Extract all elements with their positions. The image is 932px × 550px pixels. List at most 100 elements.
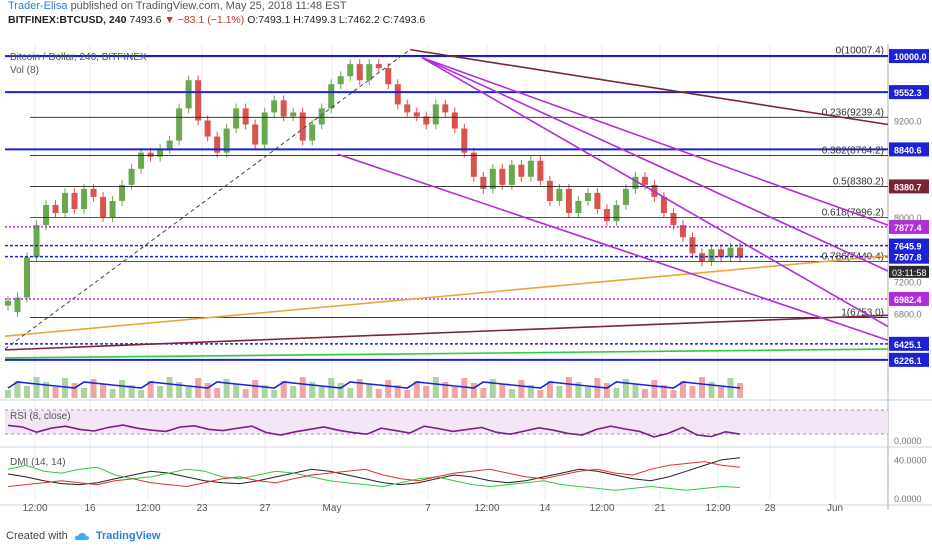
candle-body bbox=[413, 112, 420, 117]
candle-body bbox=[537, 160, 544, 181]
volume-bar bbox=[470, 383, 477, 398]
level-price-label: 7507.8 bbox=[894, 253, 922, 263]
time-tick-label: Jun bbox=[827, 503, 843, 514]
candle-body bbox=[195, 80, 202, 121]
volume-bar bbox=[737, 383, 743, 398]
volume-bar bbox=[318, 387, 325, 398]
candle-body bbox=[385, 68, 392, 85]
candle-body bbox=[556, 188, 563, 201]
candle-body bbox=[81, 188, 88, 210]
candle-body bbox=[52, 204, 59, 214]
candle-body bbox=[432, 104, 439, 125]
created-with-text: Created with bbox=[6, 530, 68, 542]
volume-bar bbox=[394, 385, 401, 398]
symbol-name: BITFINEX:BTCUSD, 240 bbox=[8, 14, 127, 26]
level-price-tag bbox=[889, 219, 929, 234]
author-link[interactable]: Trader-Elisa bbox=[8, 0, 68, 12]
candle-body bbox=[328, 84, 335, 109]
candle-body bbox=[394, 84, 401, 105]
candle-body bbox=[347, 64, 354, 77]
time-tick-label: 12:00 bbox=[474, 503, 499, 514]
volume-bar bbox=[176, 382, 183, 398]
volume-bar bbox=[556, 386, 563, 398]
time-tick-label: 14 bbox=[539, 503, 551, 514]
volume-bar bbox=[356, 379, 363, 398]
candle-body bbox=[660, 196, 667, 214]
candle-body bbox=[5, 300, 11, 306]
volume-bar bbox=[385, 380, 392, 398]
candle-body bbox=[622, 188, 629, 205]
ohlc-values: O:7493.1 H:7499.3 L:7462.2 C:7493.6 bbox=[247, 14, 426, 26]
level-price-label: 6982.4 bbox=[894, 295, 922, 305]
candle-body bbox=[670, 213, 677, 226]
time-tick-label: 21 bbox=[654, 503, 666, 514]
candle-body bbox=[584, 192, 591, 201]
volume-bar bbox=[575, 382, 582, 398]
level-price-label: 6226.1 bbox=[894, 356, 922, 366]
volume-bar bbox=[613, 388, 620, 398]
last-price: 7493.6 bbox=[129, 14, 162, 26]
candle-body bbox=[128, 168, 135, 185]
candle-body bbox=[138, 152, 145, 169]
level-price-tag bbox=[889, 336, 929, 351]
volume-bar bbox=[670, 390, 677, 398]
rsi-tick-label: 0.0000 bbox=[894, 436, 922, 446]
candle-body bbox=[33, 225, 40, 258]
level-price-tag bbox=[889, 85, 929, 100]
volume-bar bbox=[14, 381, 21, 398]
tradingview-brand[interactable]: TradingView bbox=[95, 530, 161, 542]
price-tick-label: 6800.0 bbox=[894, 310, 922, 320]
fib-label: 0.236(9239.4) bbox=[822, 107, 884, 118]
time-tick-label: 27 bbox=[259, 503, 271, 514]
volume-bar bbox=[71, 383, 78, 398]
dmi-plus-line bbox=[7, 464, 741, 491]
candle-body bbox=[157, 148, 164, 157]
time-tick-label: 16 bbox=[84, 503, 96, 514]
candle-body bbox=[290, 112, 297, 117]
candle-body bbox=[280, 100, 287, 117]
time-tick-label: 23 bbox=[196, 503, 208, 514]
candle-body bbox=[71, 192, 78, 210]
level-price-tag bbox=[889, 238, 929, 253]
candle-body bbox=[641, 176, 648, 185]
price-axis: 10000.0 9552.3 8840.6 8380.7 7877.4 7645.9750… bbox=[889, 49, 929, 367]
candle-body bbox=[14, 297, 21, 313]
candle-body bbox=[717, 249, 724, 258]
volume-bar bbox=[5, 390, 11, 398]
volume-bar bbox=[261, 385, 268, 398]
dmi-tick-label: 0.0000 bbox=[894, 494, 922, 504]
level-price-label: 6425.1 bbox=[894, 340, 922, 350]
volume-label: Vol (8) bbox=[10, 65, 39, 76]
volume-bar bbox=[195, 378, 202, 398]
time-tick-label: 7 bbox=[425, 503, 431, 514]
candle-body bbox=[43, 204, 50, 226]
candle-body bbox=[185, 80, 192, 109]
volume-bar bbox=[128, 385, 135, 398]
candle-body bbox=[24, 257, 31, 298]
volume-bar bbox=[622, 379, 629, 398]
volume-pane bbox=[5, 377, 743, 398]
countdown-tag bbox=[889, 265, 929, 278]
candle-body bbox=[318, 108, 325, 125]
volume-bar bbox=[204, 383, 211, 398]
candle-body bbox=[632, 176, 639, 189]
level-price-label: 10000.0 bbox=[894, 52, 927, 62]
volume-bar bbox=[527, 385, 534, 398]
candle-body bbox=[404, 104, 411, 113]
volume-bar bbox=[518, 380, 525, 398]
volume-bar bbox=[603, 383, 610, 398]
candle-body bbox=[147, 152, 154, 157]
candle-body bbox=[356, 64, 363, 81]
level-price-tag bbox=[889, 179, 929, 194]
candle-body bbox=[737, 247, 743, 258]
volume-bar bbox=[24, 386, 31, 398]
volume-bar bbox=[233, 384, 240, 398]
candle-body bbox=[442, 104, 449, 113]
candle-body bbox=[679, 225, 686, 238]
volume-bar bbox=[33, 377, 40, 398]
volume-bar bbox=[90, 379, 97, 398]
level-price-tag bbox=[889, 49, 929, 64]
volume-bar bbox=[271, 390, 278, 398]
candle-body bbox=[337, 76, 344, 85]
volume-bar bbox=[252, 380, 259, 398]
